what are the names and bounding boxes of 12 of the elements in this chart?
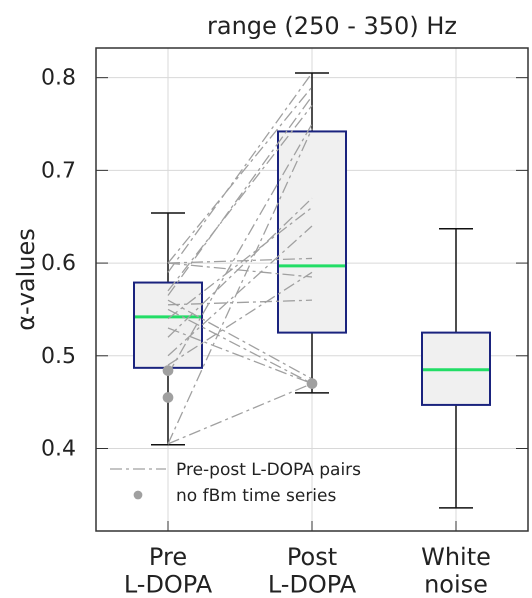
legend-label: no fBm time series: [176, 486, 336, 506]
y-tick-label: 0.4: [41, 436, 76, 462]
x-tick-label: Post L-DOPA: [268, 543, 357, 598]
legend-label: Pre-post L-DOPA pairs: [176, 460, 362, 480]
x-tick-label: White noise: [421, 543, 491, 598]
y-tick-label: 0.6: [41, 251, 76, 276]
y-tick-label: 0.8: [41, 66, 76, 91]
x-tick-label: Pre L-DOPA: [124, 543, 213, 598]
chart-title: range (250 - 350) Hz: [207, 12, 457, 40]
y-axis-title: α-values: [12, 228, 40, 331]
y-tick-label: 0.7: [41, 158, 76, 184]
y-tick-label: 0.5: [41, 344, 76, 369]
